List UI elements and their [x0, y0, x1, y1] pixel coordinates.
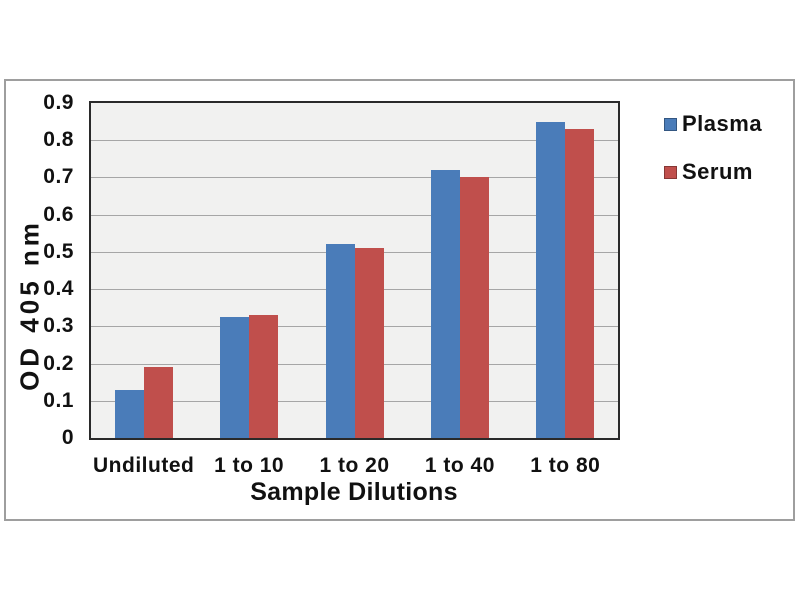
legend-label-serum: Serum [682, 159, 753, 184]
bar-serum-0 [143, 367, 173, 438]
x-tick-label: 1 to 10 [214, 454, 285, 477]
bar-serum-4 [565, 129, 595, 438]
plot-area [89, 101, 620, 440]
x-axis-title: Sample Dilutions [250, 478, 458, 506]
y-tick-label: 0.3 [43, 314, 74, 338]
chart-frame: OD 405 nm Sample Dilutions Plasma Serum … [4, 79, 795, 521]
bar-plasma-1 [220, 317, 250, 438]
x-tick-label: 1 to 40 [424, 454, 495, 477]
y-tick-label: 0.7 [43, 165, 74, 189]
y-tick-label: 0.6 [43, 202, 74, 226]
serum-series-swatch-icon [664, 165, 677, 179]
gridline [91, 177, 618, 179]
gridline [91, 140, 618, 142]
y-tick-label: 0.4 [43, 277, 74, 301]
y-tick-label: 0.5 [43, 239, 74, 263]
bar-plasma-2 [325, 244, 355, 438]
plasma-series-swatch-icon [664, 117, 677, 131]
legend-label-plasma: Plasma [682, 111, 763, 136]
legend-item-plasma: Plasma [664, 111, 763, 136]
bar-serum-2 [354, 248, 384, 438]
bar-plasma-3 [430, 170, 460, 438]
legend-item-serum: Serum [664, 159, 753, 184]
bar-plasma-0 [114, 389, 144, 438]
y-tick-label: 0.1 [43, 388, 74, 412]
bar-plasma-4 [536, 121, 566, 438]
bar-serum-1 [249, 315, 279, 438]
legend: Plasma Serum [664, 81, 794, 211]
gridline [91, 214, 618, 216]
x-tick-label: Undiluted [93, 454, 195, 477]
x-tick-label: 1 to 80 [530, 454, 601, 477]
y-tick-label: 0.2 [43, 351, 74, 375]
y-tick-label: 0 [61, 426, 74, 449]
y-tick-label: 0.8 [43, 128, 74, 152]
bar-serum-3 [459, 177, 489, 438]
x-tick-label: 1 to 20 [319, 454, 390, 477]
y-tick-label: 0.9 [43, 91, 74, 114]
